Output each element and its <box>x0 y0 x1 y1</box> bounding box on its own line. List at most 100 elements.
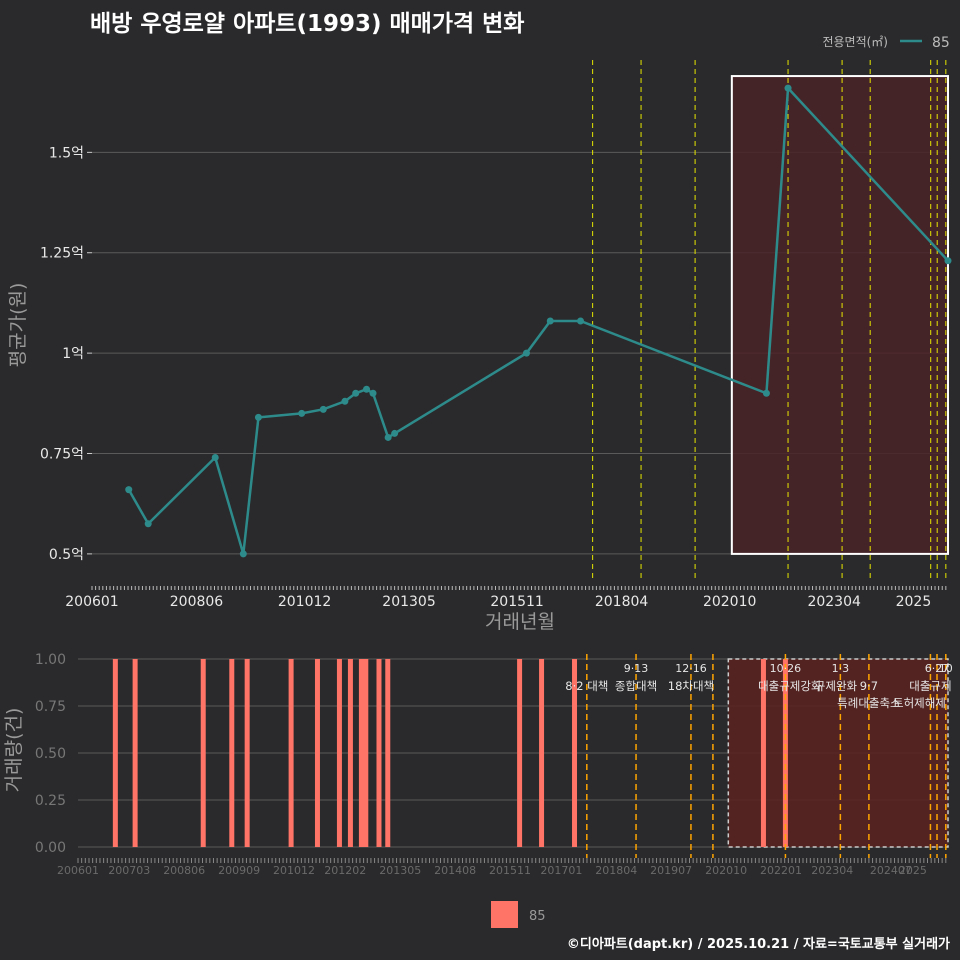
data-point-85-3 <box>239 550 247 558</box>
policy-annotation-8: 규제완화 <box>815 679 858 693</box>
top-y-tick-label-4: 1.5억 <box>49 145 84 161</box>
top-y-tick-label-1: 0.75억 <box>40 447 84 463</box>
policy-annotation-11: 토허제해제 <box>893 696 946 710</box>
bottom-legend-label-85: 85 <box>529 909 546 924</box>
policy-annotation-2: 종합대책 <box>615 679 657 693</box>
data-point-85-4 <box>254 413 262 421</box>
policy-annotation-13: 대출규제 <box>909 679 951 693</box>
legend-label-85: 85 <box>932 35 950 51</box>
legend-title: 전용면적(㎡) <box>822 35 888 49</box>
data-point-85-2 <box>211 454 219 462</box>
data-point-85-9 <box>363 385 371 393</box>
top-x-tick-label-2: 201012 <box>278 594 331 610</box>
data-point-85-11 <box>384 433 392 441</box>
policy-annotation-10: 특례대출축소 <box>837 696 900 710</box>
bar-85-2 <box>200 659 206 847</box>
policy-annotation-7: 1·3 <box>832 662 850 675</box>
policy-annotation-3: 12·16 <box>675 662 707 675</box>
top-x-axis-title: 거래년월 <box>485 611 555 633</box>
top-x-tick-label-4: 201511 <box>490 594 543 610</box>
policy-annotation-0: 8·2 대책 <box>565 679 608 693</box>
bar-85-14 <box>539 659 545 847</box>
bar-85-10 <box>363 659 369 847</box>
policy-annotation-4: 18차대책 <box>668 679 714 693</box>
data-point-85-1 <box>144 520 152 528</box>
bottom-y-axis-title: 거래량(건) <box>3 708 25 793</box>
data-point-85-10 <box>369 389 377 397</box>
bottom-x-tick-label-11: 201907 <box>650 864 692 877</box>
policy-annotation-5: 10·26 <box>770 662 802 675</box>
bottom-x-tick-label-3: 200909 <box>218 864 260 877</box>
source-caption: ©디아파트(dapt.kr) / 2025.10.21 / 자료=국토교통부 실… <box>566 937 950 952</box>
bar-85-0 <box>112 659 118 847</box>
bottom-x-tick-label-0: 200601 <box>57 864 99 877</box>
bar-85-4 <box>244 659 250 847</box>
bar-85-17 <box>782 659 788 847</box>
top-x-tick-label-0: 200601 <box>65 594 118 610</box>
bottom-x-tick-label-13: 202201 <box>760 864 802 877</box>
bottom-x-tick-label-6: 201305 <box>379 864 421 877</box>
policy-annotation-6: 대출규제강화 <box>758 679 822 693</box>
bar-85-5 <box>288 659 294 847</box>
policy-annotation-14: 10 <box>939 662 953 675</box>
bottom-x-tick-label-8: 201511 <box>489 864 531 877</box>
top-x-tick-label-8: 2025 <box>896 594 932 610</box>
top-x-tick-label-3: 201305 <box>382 594 435 610</box>
bottom-x-tick-label-4: 201012 <box>273 864 315 877</box>
bottom-y-tick-label-0: 0.00 <box>35 840 66 856</box>
data-point-85-16 <box>762 389 770 397</box>
bottom-y-tick-label-1: 0.25 <box>35 793 66 809</box>
bar-85-6 <box>314 659 320 847</box>
data-point-85-6 <box>319 405 327 413</box>
bottom-y-tick-label-3: 0.75 <box>35 699 66 715</box>
bottom-x-tick-label-10: 201804 <box>595 864 637 877</box>
bottom-x-tick-label-2: 200806 <box>163 864 205 877</box>
top-x-tick-label-1: 200806 <box>170 594 224 610</box>
bottom-x-tick-label-15: 202407 <box>870 864 912 877</box>
bottom-x-tick-label-12: 202010 <box>705 864 747 877</box>
chart-title: 배방 우영로얄 아파트(1993) 매매가격 변화 <box>90 11 525 37</box>
top-x-tick-label-7: 202304 <box>807 594 861 610</box>
bar-85-12 <box>385 659 391 847</box>
top-y-tick-label-2: 1억 <box>62 346 84 362</box>
bottom-x-tick-label-16: 2025 <box>899 864 927 877</box>
data-point-85-15 <box>577 317 585 325</box>
top-x-tick-label-6: 202010 <box>703 594 756 610</box>
data-point-85-17 <box>784 84 792 92</box>
top-y-tick-label-0: 0.5억 <box>49 547 84 563</box>
bar-85-15 <box>572 659 578 847</box>
bar-85-1 <box>132 659 138 847</box>
bar-85-9 <box>358 659 364 847</box>
data-point-85-14 <box>546 317 554 325</box>
data-point-85-8 <box>352 389 360 397</box>
bar-85-7 <box>336 659 342 847</box>
data-point-85-13 <box>522 349 530 357</box>
data-point-85-12 <box>391 429 399 437</box>
top-highlight-box <box>730 75 949 555</box>
bottom-x-tick-label-9: 201701 <box>540 864 582 877</box>
data-point-85-0 <box>125 486 133 494</box>
bottom-legend-key-85 <box>491 901 518 928</box>
data-point-85-7 <box>341 397 349 405</box>
bottom-x-tick-label-14: 202304 <box>811 864 853 877</box>
bar-85-13 <box>517 659 523 847</box>
bar-85-11 <box>376 659 382 847</box>
top-y-tick-label-3: 1.25억 <box>40 246 84 262</box>
bar-85-8 <box>347 659 353 847</box>
data-point-85-18 <box>944 257 952 265</box>
policy-annotation-9: 9·7 <box>860 679 878 693</box>
bar-85-16 <box>760 659 766 847</box>
top-y-axis-title: 평균가(원) <box>7 283 29 368</box>
bar-85-3 <box>229 659 235 847</box>
bottom-x-tick-label-7: 201408 <box>434 864 476 877</box>
data-point-85-5 <box>298 409 306 417</box>
top-x-tick-label-5: 201804 <box>595 594 649 610</box>
policy-annotation-12: 6·27 <box>925 662 950 675</box>
bottom-y-tick-label-2: 0.50 <box>35 746 66 762</box>
policy-annotation-1: 9·13 <box>624 662 649 675</box>
bottom-y-tick-label-4: 1.00 <box>35 652 66 668</box>
bottom-x-tick-label-5: 201202 <box>324 864 366 877</box>
bottom-x-tick-label-1: 200703 <box>108 864 150 877</box>
